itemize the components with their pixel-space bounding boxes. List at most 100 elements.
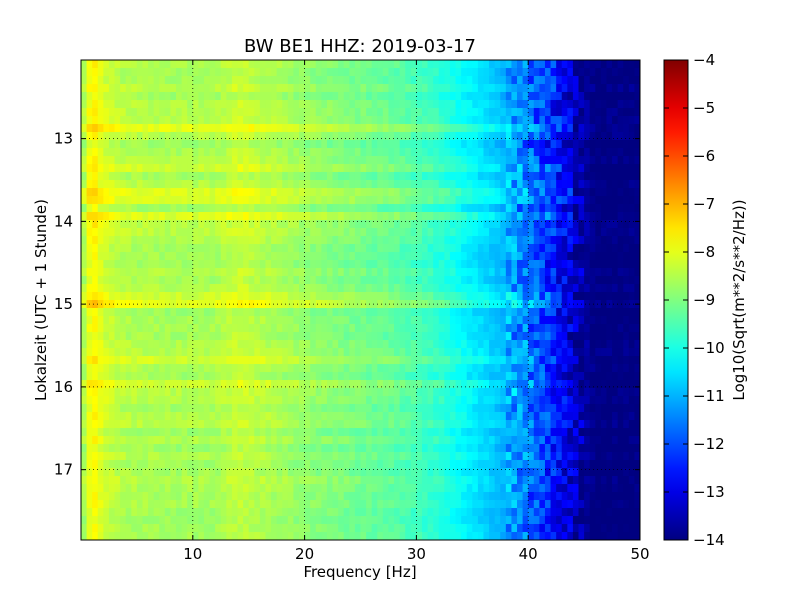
heatmap-cell [164,452,172,461]
heatmap-cell [187,148,194,157]
heatmap-cell [494,92,501,101]
heatmap-cell [444,100,451,109]
heatmap-cell [427,124,434,133]
heatmap-cell [489,316,496,325]
heatmap-cell [349,284,356,293]
heatmap-cell [332,228,339,237]
heatmap-cell [360,204,367,213]
heatmap-cell [600,340,608,349]
heatmap-cell [142,140,149,149]
heatmap-cell [388,188,395,197]
heatmap-cell [483,180,490,189]
heatmap-cell [226,132,233,141]
heatmap-cell [567,348,574,357]
heatmap-cell [343,308,350,317]
heatmap-cell [472,340,479,349]
heatmap-cell [220,188,227,197]
heatmap-cell [198,452,205,461]
heatmap-cell [108,380,116,389]
heatmap-cell [131,396,138,405]
heatmap-cell [522,396,529,405]
heatmap-cell [97,308,104,317]
heatmap-cell [360,108,367,117]
heatmap-cell [293,156,300,165]
heatmap-cell [511,340,518,349]
heatmap-cell [259,308,267,317]
heatmap-cell [192,60,199,69]
heatmap-cell [483,364,490,373]
heatmap-cell [600,420,608,429]
heatmap-cell [142,348,149,357]
heatmap-cell [584,228,591,237]
heatmap-cell [299,444,306,453]
heatmap-cell [427,244,434,253]
heatmap-cell [388,332,395,341]
heatmap-cell [606,348,613,357]
heatmap-cell [136,204,144,213]
heatmap-cell [550,220,557,229]
heatmap-cell [81,172,88,181]
heatmap-cell [159,116,166,125]
heatmap-cell [449,76,457,85]
heatmap-cell [466,332,473,341]
heatmap-cell [81,452,88,461]
heatmap-cell [203,156,211,165]
heatmap-cell [634,60,640,69]
heatmap-cell [623,316,630,325]
heatmap-cell [427,60,434,69]
heatmap-cell [628,140,636,149]
heatmap-cell [617,124,624,133]
heatmap-cell [382,412,390,421]
heatmap-cell [617,268,624,277]
heatmap-cell [405,108,412,117]
heatmap-cell [533,84,540,93]
heatmap-cell [349,332,356,341]
heatmap-cell [120,316,127,325]
heatmap-cell [326,300,334,309]
heatmap-cell [561,132,568,141]
heatmap-cell [455,172,462,181]
heatmap-cell [438,60,445,69]
heatmap-cell [528,396,535,405]
heatmap-cell [108,364,116,373]
heatmap-cell [382,188,390,197]
heatmap-cell [382,100,390,109]
heatmap-cell [600,308,608,317]
heatmap-cell [578,444,585,453]
heatmap-cell [444,388,451,397]
heatmap-cell [399,292,406,301]
heatmap-cell [332,348,339,357]
heatmap-cell [187,204,194,213]
heatmap-cell [427,444,434,453]
heatmap-cell [326,124,334,133]
heatmap-cell [148,220,155,229]
heatmap-cell [231,308,239,317]
heatmap-cell [282,172,289,181]
heatmap-cell [153,420,160,429]
heatmap-cell [550,316,557,325]
heatmap-cell [449,228,457,237]
heatmap-cell [148,276,155,285]
heatmap-cell [522,412,529,421]
heatmap-cell [382,444,390,453]
heatmap-cell [600,300,608,309]
heatmap-cell [86,292,93,301]
heatmap-cell [187,260,194,269]
heatmap-cell [472,292,479,301]
heatmap-cell [539,292,546,301]
heatmap-cell [310,340,317,349]
heatmap-cell [125,324,132,333]
heatmap-cell [360,164,367,173]
heatmap-cell [209,204,216,213]
heatmap-cell [86,212,93,221]
heatmap-cell [159,388,166,397]
heatmap-cell [231,244,239,253]
heatmap-cell [628,372,636,381]
heatmap-cell [131,436,138,445]
heatmap-cell [209,452,216,461]
heatmap-cell [623,140,630,149]
heatmap-cell [265,156,272,165]
heatmap-cell [287,108,295,117]
heatmap-cell [483,148,490,157]
heatmap-cell [410,380,417,389]
